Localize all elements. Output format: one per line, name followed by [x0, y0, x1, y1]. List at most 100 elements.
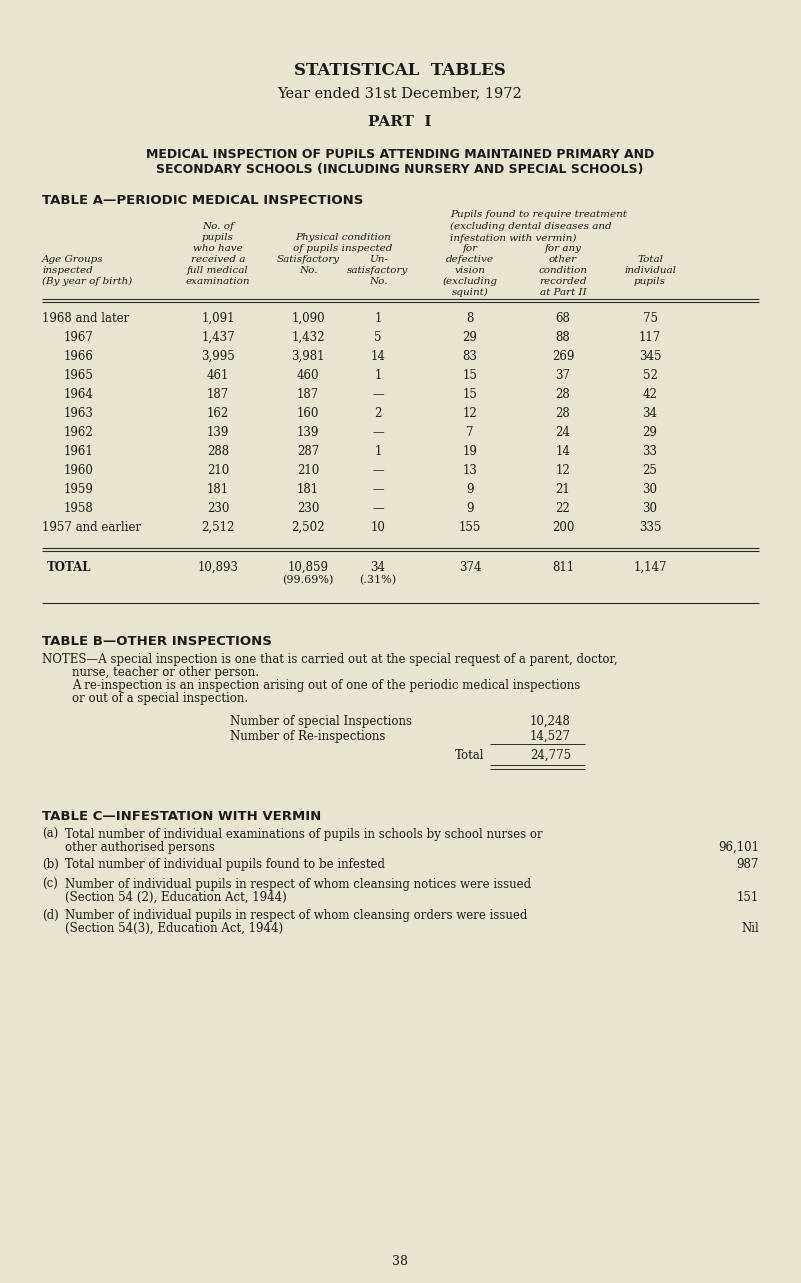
Text: Physical condition: Physical condition [295, 234, 391, 242]
Text: other: other [549, 255, 577, 264]
Text: 10,893: 10,893 [198, 561, 239, 574]
Text: (excluding: (excluding [442, 277, 497, 286]
Text: No. of: No. of [202, 222, 234, 231]
Text: 75: 75 [642, 312, 658, 325]
Text: 38: 38 [392, 1255, 408, 1268]
Text: 10: 10 [371, 521, 385, 534]
Text: 8: 8 [466, 312, 473, 325]
Text: No.: No. [368, 277, 387, 286]
Text: at Part II: at Part II [540, 287, 586, 296]
Text: (excluding dental diseases and: (excluding dental diseases and [450, 222, 612, 231]
Text: 14: 14 [556, 445, 570, 458]
Text: 987: 987 [737, 858, 759, 871]
Text: examination: examination [186, 277, 250, 286]
Text: 9: 9 [466, 502, 473, 514]
Text: (.31%): (.31%) [360, 575, 396, 585]
Text: other authorised persons: other authorised persons [65, 840, 215, 854]
Text: 269: 269 [552, 350, 574, 363]
Text: 2: 2 [374, 407, 382, 420]
Text: —: — [372, 426, 384, 439]
Text: Number of special Inspections: Number of special Inspections [230, 715, 412, 727]
Text: 19: 19 [462, 445, 477, 458]
Text: 1: 1 [374, 370, 382, 382]
Text: individual: individual [624, 266, 676, 275]
Text: TABLE A—PERIODIC MEDICAL INSPECTIONS: TABLE A—PERIODIC MEDICAL INSPECTIONS [42, 194, 364, 207]
Text: or out of a special inspection.: or out of a special inspection. [72, 692, 248, 704]
Text: 374: 374 [459, 561, 481, 574]
Text: (Section 54(3), Education Act, 1944): (Section 54(3), Education Act, 1944) [65, 922, 283, 935]
Text: (b): (b) [42, 858, 59, 871]
Text: 29: 29 [642, 426, 658, 439]
Text: 1967: 1967 [64, 331, 94, 344]
Text: 210: 210 [207, 464, 229, 477]
Text: Un-: Un- [368, 255, 388, 264]
Text: 14: 14 [371, 350, 385, 363]
Text: SECONDARY SCHOOLS (INCLUDING NURSERY AND SPECIAL SCHOOLS): SECONDARY SCHOOLS (INCLUDING NURSERY AND… [156, 163, 644, 176]
Text: 1958: 1958 [64, 502, 94, 514]
Text: 37: 37 [556, 370, 570, 382]
Text: 1962: 1962 [64, 426, 94, 439]
Text: —: — [372, 464, 384, 477]
Text: Total number of individual examinations of pupils in schools by school nurses or: Total number of individual examinations … [65, 828, 542, 840]
Text: TABLE C—INFESTATION WITH VERMIN: TABLE C—INFESTATION WITH VERMIN [42, 810, 321, 822]
Text: 83: 83 [462, 350, 477, 363]
Text: 42: 42 [642, 387, 658, 402]
Text: A re-inspection is an inspection arising out of one of the periodic medical insp: A re-inspection is an inspection arising… [72, 679, 580, 692]
Text: 1,432: 1,432 [292, 331, 324, 344]
Text: 15: 15 [462, 370, 477, 382]
Text: 1963: 1963 [64, 407, 94, 420]
Text: 24,775: 24,775 [530, 749, 571, 762]
Text: 13: 13 [462, 464, 477, 477]
Text: full medical: full medical [187, 266, 249, 275]
Text: 230: 230 [207, 502, 229, 514]
Text: 162: 162 [207, 407, 229, 420]
Text: 5: 5 [374, 331, 382, 344]
Text: Year ended 31st December, 1972: Year ended 31st December, 1972 [278, 86, 522, 100]
Text: 12: 12 [463, 407, 477, 420]
Text: Nil: Nil [741, 922, 759, 935]
Text: 139: 139 [297, 426, 319, 439]
Text: 2,512: 2,512 [201, 521, 235, 534]
Text: NOTES—A special inspection is one that is carried out at the special request of : NOTES—A special inspection is one that i… [42, 653, 618, 666]
Text: 1,090: 1,090 [292, 312, 325, 325]
Text: Number of individual pupils in respect of whom cleansing notices were issued: Number of individual pupils in respect o… [65, 878, 531, 890]
Text: PART  I: PART I [368, 115, 432, 130]
Text: 33: 33 [642, 445, 658, 458]
Text: 22: 22 [556, 502, 570, 514]
Text: Total: Total [637, 255, 663, 264]
Text: 15: 15 [462, 387, 477, 402]
Text: (99.69%): (99.69%) [282, 575, 334, 585]
Text: 34: 34 [642, 407, 658, 420]
Text: 52: 52 [642, 370, 658, 382]
Text: 96,101: 96,101 [718, 840, 759, 854]
Text: for: for [462, 244, 477, 253]
Text: 1966: 1966 [64, 350, 94, 363]
Text: 29: 29 [462, 331, 477, 344]
Text: 10,248: 10,248 [530, 715, 571, 727]
Text: 117: 117 [639, 331, 661, 344]
Text: 28: 28 [556, 407, 570, 420]
Text: No.: No. [299, 266, 317, 275]
Text: 1,437: 1,437 [201, 331, 235, 344]
Text: (By year of birth): (By year of birth) [42, 277, 132, 286]
Text: 7: 7 [466, 426, 473, 439]
Text: —: — [372, 482, 384, 497]
Text: 9: 9 [466, 482, 473, 497]
Text: 1960: 1960 [64, 464, 94, 477]
Text: pupils: pupils [634, 277, 666, 286]
Text: recorded: recorded [539, 277, 587, 286]
Text: 151: 151 [737, 890, 759, 905]
Text: 181: 181 [297, 482, 319, 497]
Text: TABLE B—OTHER INSPECTIONS: TABLE B—OTHER INSPECTIONS [42, 635, 272, 648]
Text: 14,527: 14,527 [530, 730, 571, 743]
Text: —: — [372, 502, 384, 514]
Text: TOTAL: TOTAL [47, 561, 91, 574]
Text: 1968 and later: 1968 and later [42, 312, 129, 325]
Text: defective: defective [446, 255, 494, 264]
Text: 160: 160 [297, 407, 319, 420]
Text: 200: 200 [552, 521, 574, 534]
Text: 230: 230 [297, 502, 319, 514]
Text: 1964: 1964 [64, 387, 94, 402]
Text: 21: 21 [556, 482, 570, 497]
Text: 10,859: 10,859 [288, 561, 328, 574]
